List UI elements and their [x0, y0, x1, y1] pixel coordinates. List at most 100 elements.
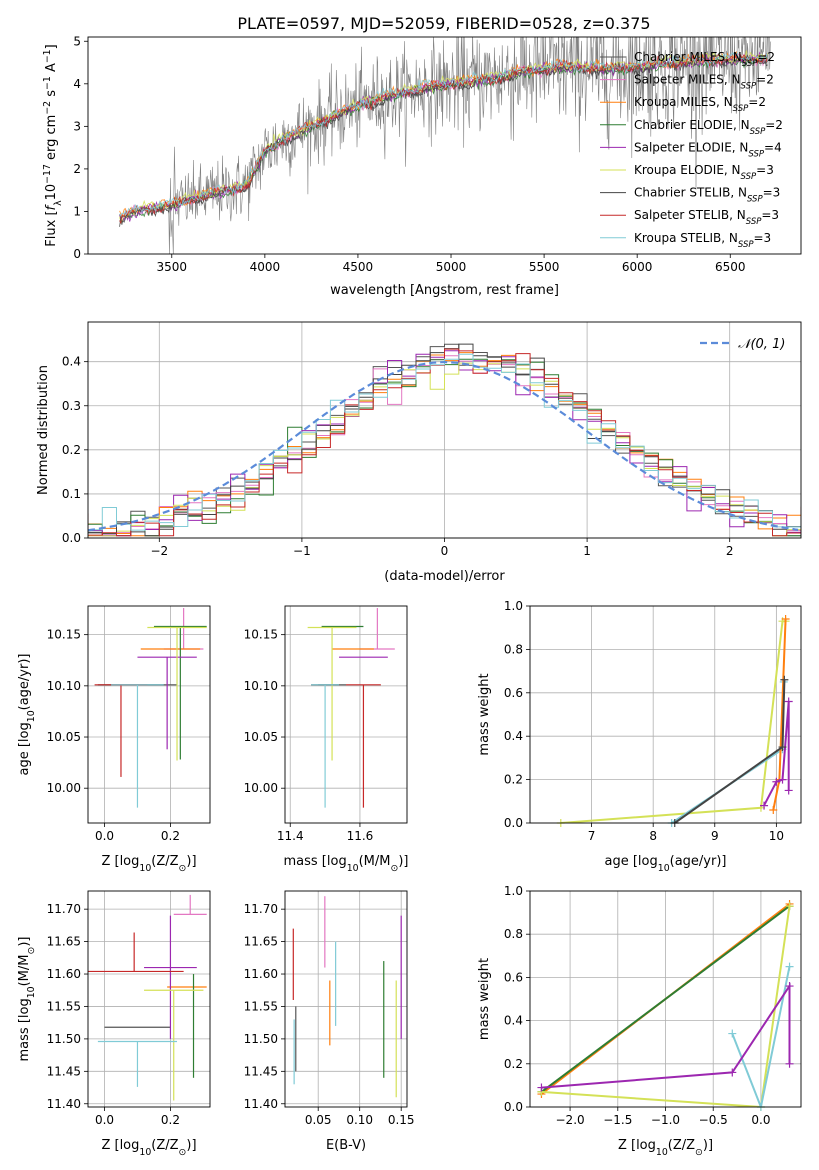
legend-entry: Kroupa MILES, NSSP=2 — [634, 95, 766, 114]
weight-marker — [728, 1068, 737, 1077]
label-part: ⊙ — [695, 1147, 703, 1158]
y-tick-label: 11.50 — [244, 1032, 278, 1046]
label-part: Z [log — [618, 1138, 656, 1153]
weight-line — [560, 620, 786, 823]
y-tick-label: 11.60 — [244, 967, 278, 981]
y-tick-label: 10.15 — [244, 628, 278, 642]
weight-line — [541, 905, 791, 1107]
label-part: 10 — [26, 710, 37, 722]
x-tick-label: 0.2 — [161, 829, 180, 843]
x-tick-label: 0.05 — [305, 1113, 332, 1127]
y-tick-label: 10.05 — [47, 730, 81, 744]
weight-vs-age-y-label: mass weight — [477, 673, 492, 755]
legend-entry: Salpeter ELODIE, NSSP=4 — [634, 140, 782, 159]
y-tick-label: 0.4 — [504, 1014, 523, 1028]
x-tick-label: −1 — [293, 544, 311, 558]
x-tick-label: 0.0 — [751, 1113, 770, 1127]
weight-marker — [778, 775, 787, 784]
label-part: s — [44, 90, 59, 101]
y-tick-label: 10.10 — [47, 679, 81, 693]
legend-entry-nssp: =3 — [761, 208, 779, 222]
y-tick-label: 0 — [73, 247, 81, 261]
spectrum-y-label: Flux [fλ10−17 erg cm−2 s−1 A−1] — [42, 44, 64, 246]
label-part: )] — [703, 1138, 713, 1153]
label-part: 10 — [656, 1147, 668, 1158]
label-part: 10 — [26, 986, 37, 998]
y-tick-label: 0.0 — [504, 1100, 523, 1114]
axes-frame — [87, 605, 211, 824]
y-tick-label: 0.3 — [62, 399, 81, 413]
x-tick-label: 3500 — [156, 260, 187, 274]
label-part: (M/M — [359, 854, 391, 869]
label-part: Flux [ — [44, 210, 59, 246]
x-tick-label: −2 — [150, 544, 168, 558]
weight-marker — [537, 1083, 546, 1092]
weight-marker — [769, 805, 778, 814]
weight-marker — [785, 982, 794, 991]
x-tick-label: 10 — [769, 829, 784, 843]
x-tick-label: 9 — [711, 829, 719, 843]
spectrum-legend: Chabrier MILES, NSSP=2 Salpeter MILES, NS… — [600, 50, 783, 250]
x-tick-label: 5000 — [436, 260, 467, 274]
model-spectrum-8 — [119, 51, 768, 217]
label-part: ⊙ — [26, 947, 37, 955]
label-part: E(B-V) — [326, 1138, 366, 1153]
legend-entry-name: Chabrier ELODIE, N — [634, 118, 750, 132]
label-part: )] — [186, 1138, 196, 1153]
x-tick-label: 0.2 — [161, 1113, 180, 1127]
y-tick-label: 11.55 — [244, 999, 278, 1013]
label-part: ] — [44, 44, 59, 49]
label-part: λ — [53, 200, 64, 206]
axes-frame — [529, 890, 802, 1108]
mass-vs-EBV-panel: 0.05 0.10 0.15 11.40 11.45 11.50 11.55 11.60 11.… — [244, 890, 415, 1153]
legend-entry-sub: SSP — [741, 82, 757, 92]
mass-vs-Z-y-label: mass [log10(M/M⊙)] — [17, 937, 37, 1062]
y-tick-label: 11.40 — [47, 1097, 81, 1111]
label-part: 10 — [139, 863, 151, 874]
x-tick-label: 7 — [588, 829, 596, 843]
x-tick-label: 0.0 — [95, 1113, 114, 1127]
label-part: (Z/Z — [151, 854, 178, 869]
legend-entry-nssp: =3 — [756, 163, 774, 177]
weight-marker — [778, 743, 787, 752]
legend-entry-name: Chabrier STELIB, N — [634, 186, 747, 200]
y-tick-label: 11.45 — [244, 1064, 278, 1078]
label-part: (Z/Z — [151, 1138, 178, 1153]
model-spectrum-6 — [119, 54, 768, 227]
y-tick-label: 0.1 — [62, 487, 81, 501]
axes-frame — [284, 890, 408, 1108]
x-tick-label: 1 — [583, 544, 591, 558]
label-part: (Z/Z — [668, 1138, 695, 1153]
legend-entry: Chabrier MILES, NSSP=2 — [634, 50, 775, 69]
x-tick-label: 11.4 — [277, 829, 304, 843]
y-tick-label: 10.15 — [47, 628, 81, 642]
legend-entry-nssp: =3 — [763, 186, 781, 200]
legend-entry-sub: SSP — [746, 217, 762, 227]
x-tick-label: 2 — [726, 544, 734, 558]
label-part: (age/yr)] — [17, 654, 32, 711]
y-tick-label: 4 — [73, 77, 81, 91]
y-tick-label: 5 — [73, 34, 81, 48]
normal-reference-curve — [87, 360, 799, 532]
y-tick-label: 11.70 — [47, 902, 81, 916]
label-part: −2 — [42, 101, 53, 115]
weight-marker — [728, 1029, 737, 1038]
normal-label-args: (0, 1) — [750, 337, 785, 352]
label-part: −1 — [42, 49, 53, 63]
x-tick-label: −0.5 — [699, 1113, 728, 1127]
axes-frame — [87, 36, 802, 255]
legend-entry-name: Salpeter STELIB, N — [634, 208, 746, 222]
mass-vs-Z-x-label: Z [log10(Z/Z⊙)] — [101, 1138, 196, 1158]
label-part: 10 — [44, 184, 59, 201]
label-part: )] — [186, 854, 196, 869]
label-part: −17 — [42, 164, 53, 184]
label-part: )] — [17, 937, 32, 947]
legend-entry: Salpeter MILES, NSSP=2 — [634, 73, 774, 92]
label-part: 10 — [658, 863, 670, 874]
weight-vs-Z-panel: −2.0 −1.5 −1.0 −0.5 0.0 0.0 0.2 0.4 0.6 0.8 1.0 Z [… — [477, 884, 802, 1158]
label-part: age [log — [17, 722, 32, 775]
y-tick-label: 10.10 — [244, 679, 278, 693]
y-tick-label: 1.0 — [504, 884, 523, 898]
